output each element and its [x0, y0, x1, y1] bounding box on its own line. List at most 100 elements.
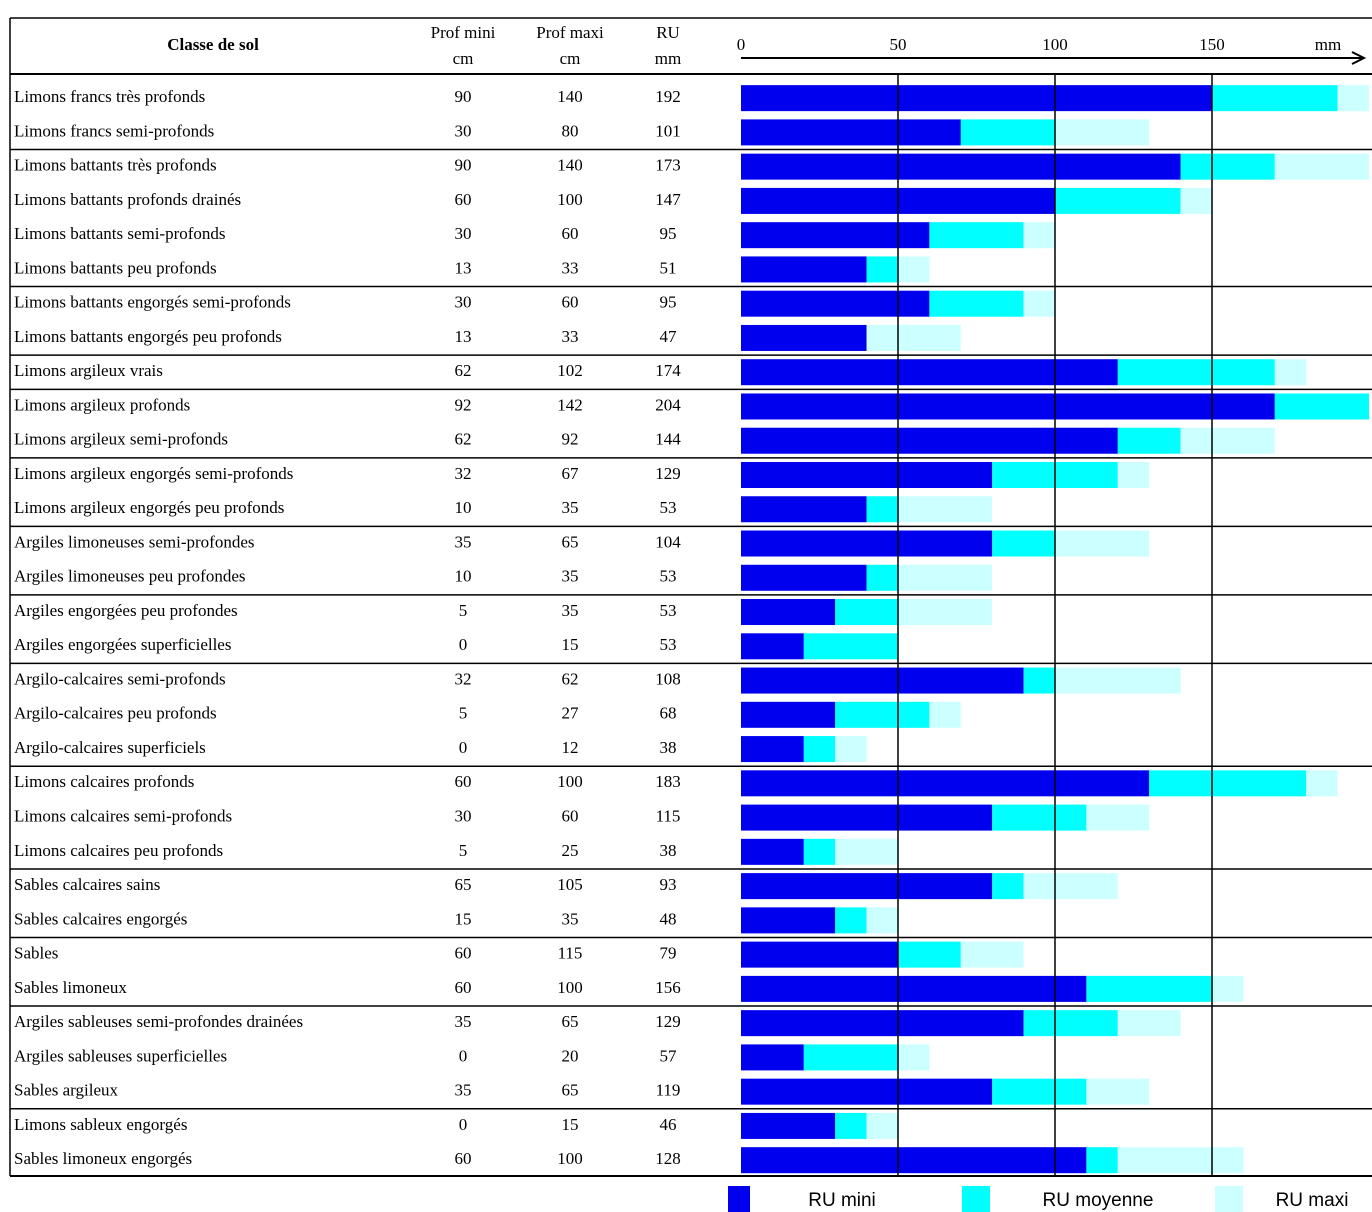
- bar: [1023, 1010, 1118, 1037]
- cell: 35: [455, 1012, 472, 1031]
- bar: [1086, 1078, 1150, 1105]
- cell: 68: [660, 704, 677, 723]
- x-tick-label: 50: [890, 35, 907, 54]
- bar: [835, 599, 898, 626]
- cell: 95: [660, 293, 677, 312]
- cell: 33: [562, 327, 579, 346]
- cell: 57: [660, 1046, 678, 1065]
- cell: 140: [557, 156, 583, 175]
- cell: 92: [562, 430, 579, 449]
- cell: 62: [455, 430, 472, 449]
- row-label: Argilo-calcaires peu profonds: [14, 704, 217, 723]
- bar: [741, 119, 961, 146]
- bar: [835, 701, 930, 728]
- cell: 51: [660, 258, 677, 277]
- header: cm: [560, 49, 581, 68]
- bar: [1180, 187, 1212, 214]
- cell: 104: [655, 532, 681, 551]
- bar: [1274, 359, 1307, 386]
- bar: [741, 907, 836, 934]
- bar: [866, 564, 898, 591]
- cell: 115: [558, 944, 583, 963]
- bar: [741, 804, 993, 831]
- bar: [1274, 153, 1369, 180]
- cell: 32: [455, 669, 472, 688]
- header: RU: [656, 23, 680, 42]
- row-label: Limons battants semi-profonds: [14, 224, 226, 243]
- cell: 174: [655, 361, 681, 380]
- bar: [1117, 359, 1275, 386]
- bar: [835, 907, 867, 934]
- bar: [1180, 153, 1275, 180]
- cell: 32: [455, 464, 472, 483]
- bar: [992, 530, 1055, 557]
- bar: [803, 1044, 898, 1071]
- cell: 38: [660, 841, 677, 860]
- bar: [835, 838, 898, 865]
- bar: [1086, 975, 1212, 1002]
- row-label: Limons battants engorgés semi-profonds: [14, 293, 291, 312]
- bar: [741, 770, 1150, 797]
- cell: 173: [655, 156, 681, 175]
- header: cm: [453, 49, 474, 68]
- bar: [741, 496, 867, 523]
- row-label: Argilo-calcaires superficiels: [14, 738, 206, 757]
- bar: [1149, 770, 1307, 797]
- row-label: Limons francs semi-profonds: [14, 121, 214, 140]
- bar: [741, 873, 993, 900]
- cell: 35: [562, 909, 579, 928]
- row-label: Limons battants profonds drainés: [14, 190, 241, 209]
- cell: 65: [562, 1012, 579, 1031]
- bar: [741, 1147, 1087, 1174]
- cell: 35: [455, 532, 472, 551]
- cell: 46: [660, 1115, 677, 1134]
- bar: [1055, 530, 1150, 557]
- row-label: Limons sableux engorgés: [14, 1115, 187, 1134]
- cell: 60: [455, 1149, 472, 1168]
- header: Classe de sol: [167, 35, 259, 54]
- row-label: Argiles sableuses semi-profondes drainée…: [14, 1012, 303, 1031]
- bar: [803, 633, 898, 660]
- bar: [741, 461, 993, 488]
- cell: 100: [557, 1149, 583, 1168]
- cell: 62: [455, 361, 472, 380]
- bar: [741, 1010, 1024, 1037]
- bar: [741, 1078, 993, 1105]
- bar: [741, 975, 1087, 1002]
- cell: 147: [655, 190, 681, 209]
- cell: 12: [562, 738, 579, 757]
- row-label: Argiles engorgées peu profondes: [14, 601, 238, 620]
- cell: 60: [562, 224, 579, 243]
- bar: [741, 667, 1024, 694]
- cell: 67: [562, 464, 580, 483]
- cell: 156: [655, 978, 681, 997]
- x-tick-label: 150: [1199, 35, 1225, 54]
- cell: 60: [455, 190, 472, 209]
- row-label: Limons argileux engorgés semi-profonds: [14, 464, 293, 483]
- cell: 5: [459, 601, 468, 620]
- x-tick-label: 100: [1042, 35, 1068, 54]
- bar: [741, 85, 1212, 112]
- row-label: Argiles engorgées superficielles: [14, 635, 231, 654]
- bar: [741, 1044, 804, 1071]
- bar: [1180, 427, 1275, 454]
- bar: [803, 838, 836, 865]
- row-label: Limons battants peu profonds: [14, 258, 217, 277]
- bar: [1306, 770, 1338, 797]
- bar: [866, 1112, 898, 1139]
- bar: [835, 1112, 867, 1139]
- bar: [1117, 427, 1181, 454]
- cell: 79: [660, 944, 677, 963]
- legend-label: RU maxi: [1276, 1190, 1349, 1211]
- row-label: Limons argileux profonds: [14, 395, 190, 414]
- cell: 129: [655, 464, 681, 483]
- cell: 30: [455, 224, 472, 243]
- row-label: Limons argileux engorgés peu profonds: [14, 498, 284, 517]
- cell: 100: [557, 978, 583, 997]
- bar: [741, 290, 930, 317]
- cell: 53: [660, 601, 677, 620]
- bar: [741, 633, 804, 660]
- row-label: Sables calcaires sains: [14, 875, 160, 894]
- cell: 60: [455, 772, 472, 791]
- bar: [1055, 187, 1181, 214]
